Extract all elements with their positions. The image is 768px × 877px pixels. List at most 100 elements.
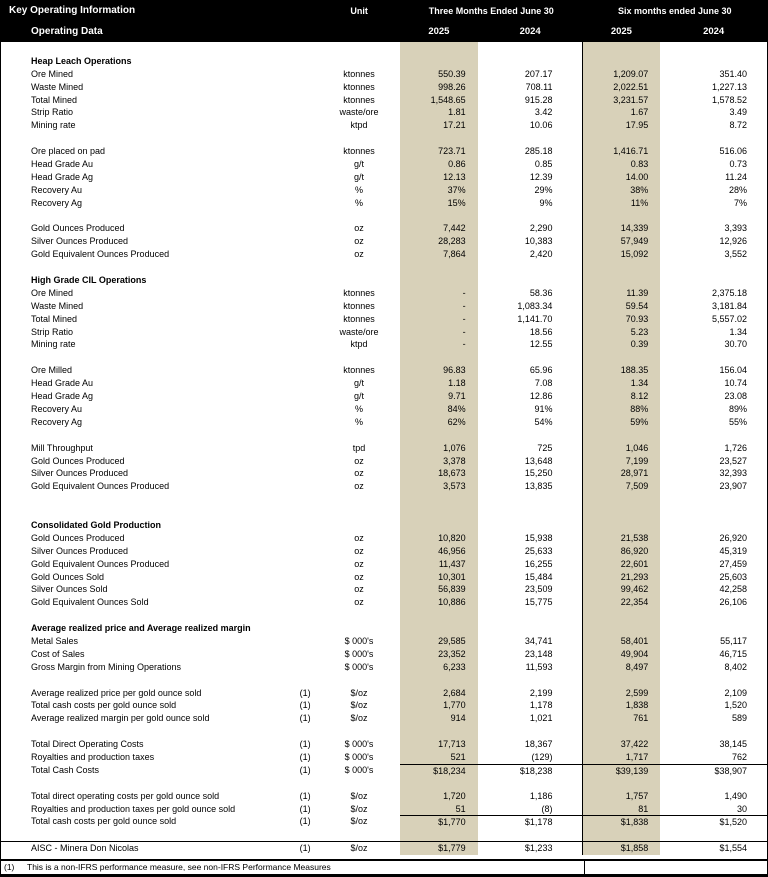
cell-six-2024 [660, 132, 767, 145]
note-marker: (1) [299, 751, 311, 762]
cell-q2-2025 [399, 518, 478, 532]
unit-cell: g/t [353, 391, 364, 402]
unit-cell: oz [354, 532, 364, 543]
cell-six-2025: 8,497 [582, 660, 661, 674]
header-row-years: Operating Data 2025 2024 2025 2024 [1, 21, 767, 42]
unit-cell: ktpd [350, 339, 368, 350]
data-row: Silver Ounces Produced oz 46,956 25,633 86,9… [1, 544, 767, 558]
cell-six-2024: 12,926 [719, 236, 747, 247]
cell-six-2025: 7,199 [582, 454, 661, 468]
note-marker [292, 94, 318, 107]
cell-q2-2024: 1,186 [529, 790, 553, 801]
cell-six-2024: 2,109 [724, 687, 747, 698]
cell-six-2025: 70.93 [582, 312, 661, 326]
cell-q2-2024: 1,141.70 [517, 313, 553, 324]
cell-six-2025 [582, 274, 661, 287]
data-row: Average realized price per gold ounce so… [1, 686, 767, 700]
note-marker [292, 506, 318, 519]
cell-six-2024: 26,920 [719, 532, 747, 543]
unit-cell [318, 493, 400, 506]
spacer-row [1, 493, 767, 507]
cell-six-2024: 11.24 [725, 171, 747, 182]
cell-q2-2024: 58.36 [529, 287, 553, 298]
unit-cell [318, 55, 400, 68]
cell-six-2024 [660, 493, 767, 506]
spacer-row [1, 776, 767, 790]
cell-six-2025: 38% [582, 183, 661, 197]
cell-six-2025: 49,904 [582, 647, 661, 661]
cell-q2-2024: 23,509 [524, 584, 553, 595]
unit-cell: % [354, 197, 363, 208]
unit-cell: oz [354, 584, 364, 595]
data-row: Mining rate ktpd - 12.55 0.39 30.70 [1, 338, 767, 352]
note-marker [292, 828, 318, 841]
unit-cell: $/oz [350, 790, 368, 801]
row-label [1, 132, 292, 145]
spacer-row [1, 261, 767, 275]
cell-six-2024 [660, 506, 767, 519]
cell-six-2025: 11% [582, 196, 661, 210]
data-row: Cost of Sales $ 000's 23,352 23,148 49,904 46… [1, 647, 767, 661]
cell-q2-2024: 12.55 [529, 339, 553, 350]
cell-q2-2024: $1,233 [524, 843, 553, 854]
note-marker [292, 596, 318, 609]
cell-q2-2025 [399, 622, 478, 635]
spacer-row [1, 673, 767, 687]
note-marker [292, 674, 318, 687]
row-label [1, 674, 292, 687]
note-marker [292, 42, 318, 55]
row-label [1, 828, 292, 841]
cell-q2-2025: - [399, 299, 478, 313]
cell-six-2024: 8.72 [729, 120, 747, 131]
row-label [1, 777, 292, 790]
note-marker [292, 55, 318, 68]
unit-cell: $ 000's [344, 648, 374, 659]
note-marker [292, 81, 318, 94]
note-marker [292, 583, 318, 596]
cell-q2-2024 [478, 132, 583, 145]
unit-cell: oz [354, 597, 364, 608]
row-label: Mining rate [31, 339, 76, 350]
cell-six-2025 [582, 209, 661, 223]
cell-six-2025 [582, 673, 661, 687]
row-label: Strip Ratio [31, 326, 74, 337]
cell-q2-2024 [478, 55, 583, 68]
cell-q2-2025: 56,839 [399, 583, 478, 597]
unit-cell: ktonnes [343, 365, 375, 376]
note-marker [292, 403, 318, 416]
cell-six-2024 [660, 674, 767, 687]
cell-six-2025: 761 [582, 712, 661, 726]
note-marker [292, 777, 318, 790]
note-marker [292, 326, 318, 339]
data-row: Total direct operating costs per gold ou… [1, 789, 767, 803]
cell-q2-2024: 2,290 [529, 223, 553, 234]
cell-six-2025: 1,416.71 [582, 145, 661, 159]
data-row: Ore placed on pad ktonnes 723.71 285.18 1,41… [1, 145, 767, 159]
data-row: Recovery Au% 84% 91% 88% 89% [1, 402, 767, 416]
unit-cell: % [354, 403, 363, 414]
cell-six-2025: 1,209.07 [582, 67, 661, 81]
row-label: Ore Mined [31, 287, 74, 298]
cell-q2-2024: 29% [534, 184, 553, 195]
spacer-row [1, 42, 767, 55]
row-label [1, 609, 292, 622]
note-marker [292, 119, 318, 132]
note-marker [292, 351, 318, 364]
cell-q2-2025: 1.81 [399, 106, 478, 120]
cell-q2-2025: 15% [399, 196, 478, 210]
cell-six-2025: 22,601 [582, 557, 661, 571]
cell-q2-2024: 708.11 [525, 81, 553, 92]
cell-q2-2024: 7.08 [534, 378, 553, 389]
cell-q2-2024: 1,083.34 [517, 300, 553, 311]
note-marker [292, 132, 318, 145]
row-label: Total direct operating costs per gold ou… [31, 790, 220, 801]
note-marker [292, 429, 318, 442]
row-label: Metal Sales [31, 635, 79, 646]
unit-cell [318, 622, 400, 635]
bottom-border-bar [1, 873, 767, 877]
spacer-row [1, 209, 767, 223]
note-marker [292, 287, 318, 300]
unit-cell [318, 274, 400, 287]
data-row: Head Grade Ag g/t 12.13 12.39 14.00 11.24 [1, 170, 767, 184]
row-label: Head Grade Ag [31, 171, 94, 182]
